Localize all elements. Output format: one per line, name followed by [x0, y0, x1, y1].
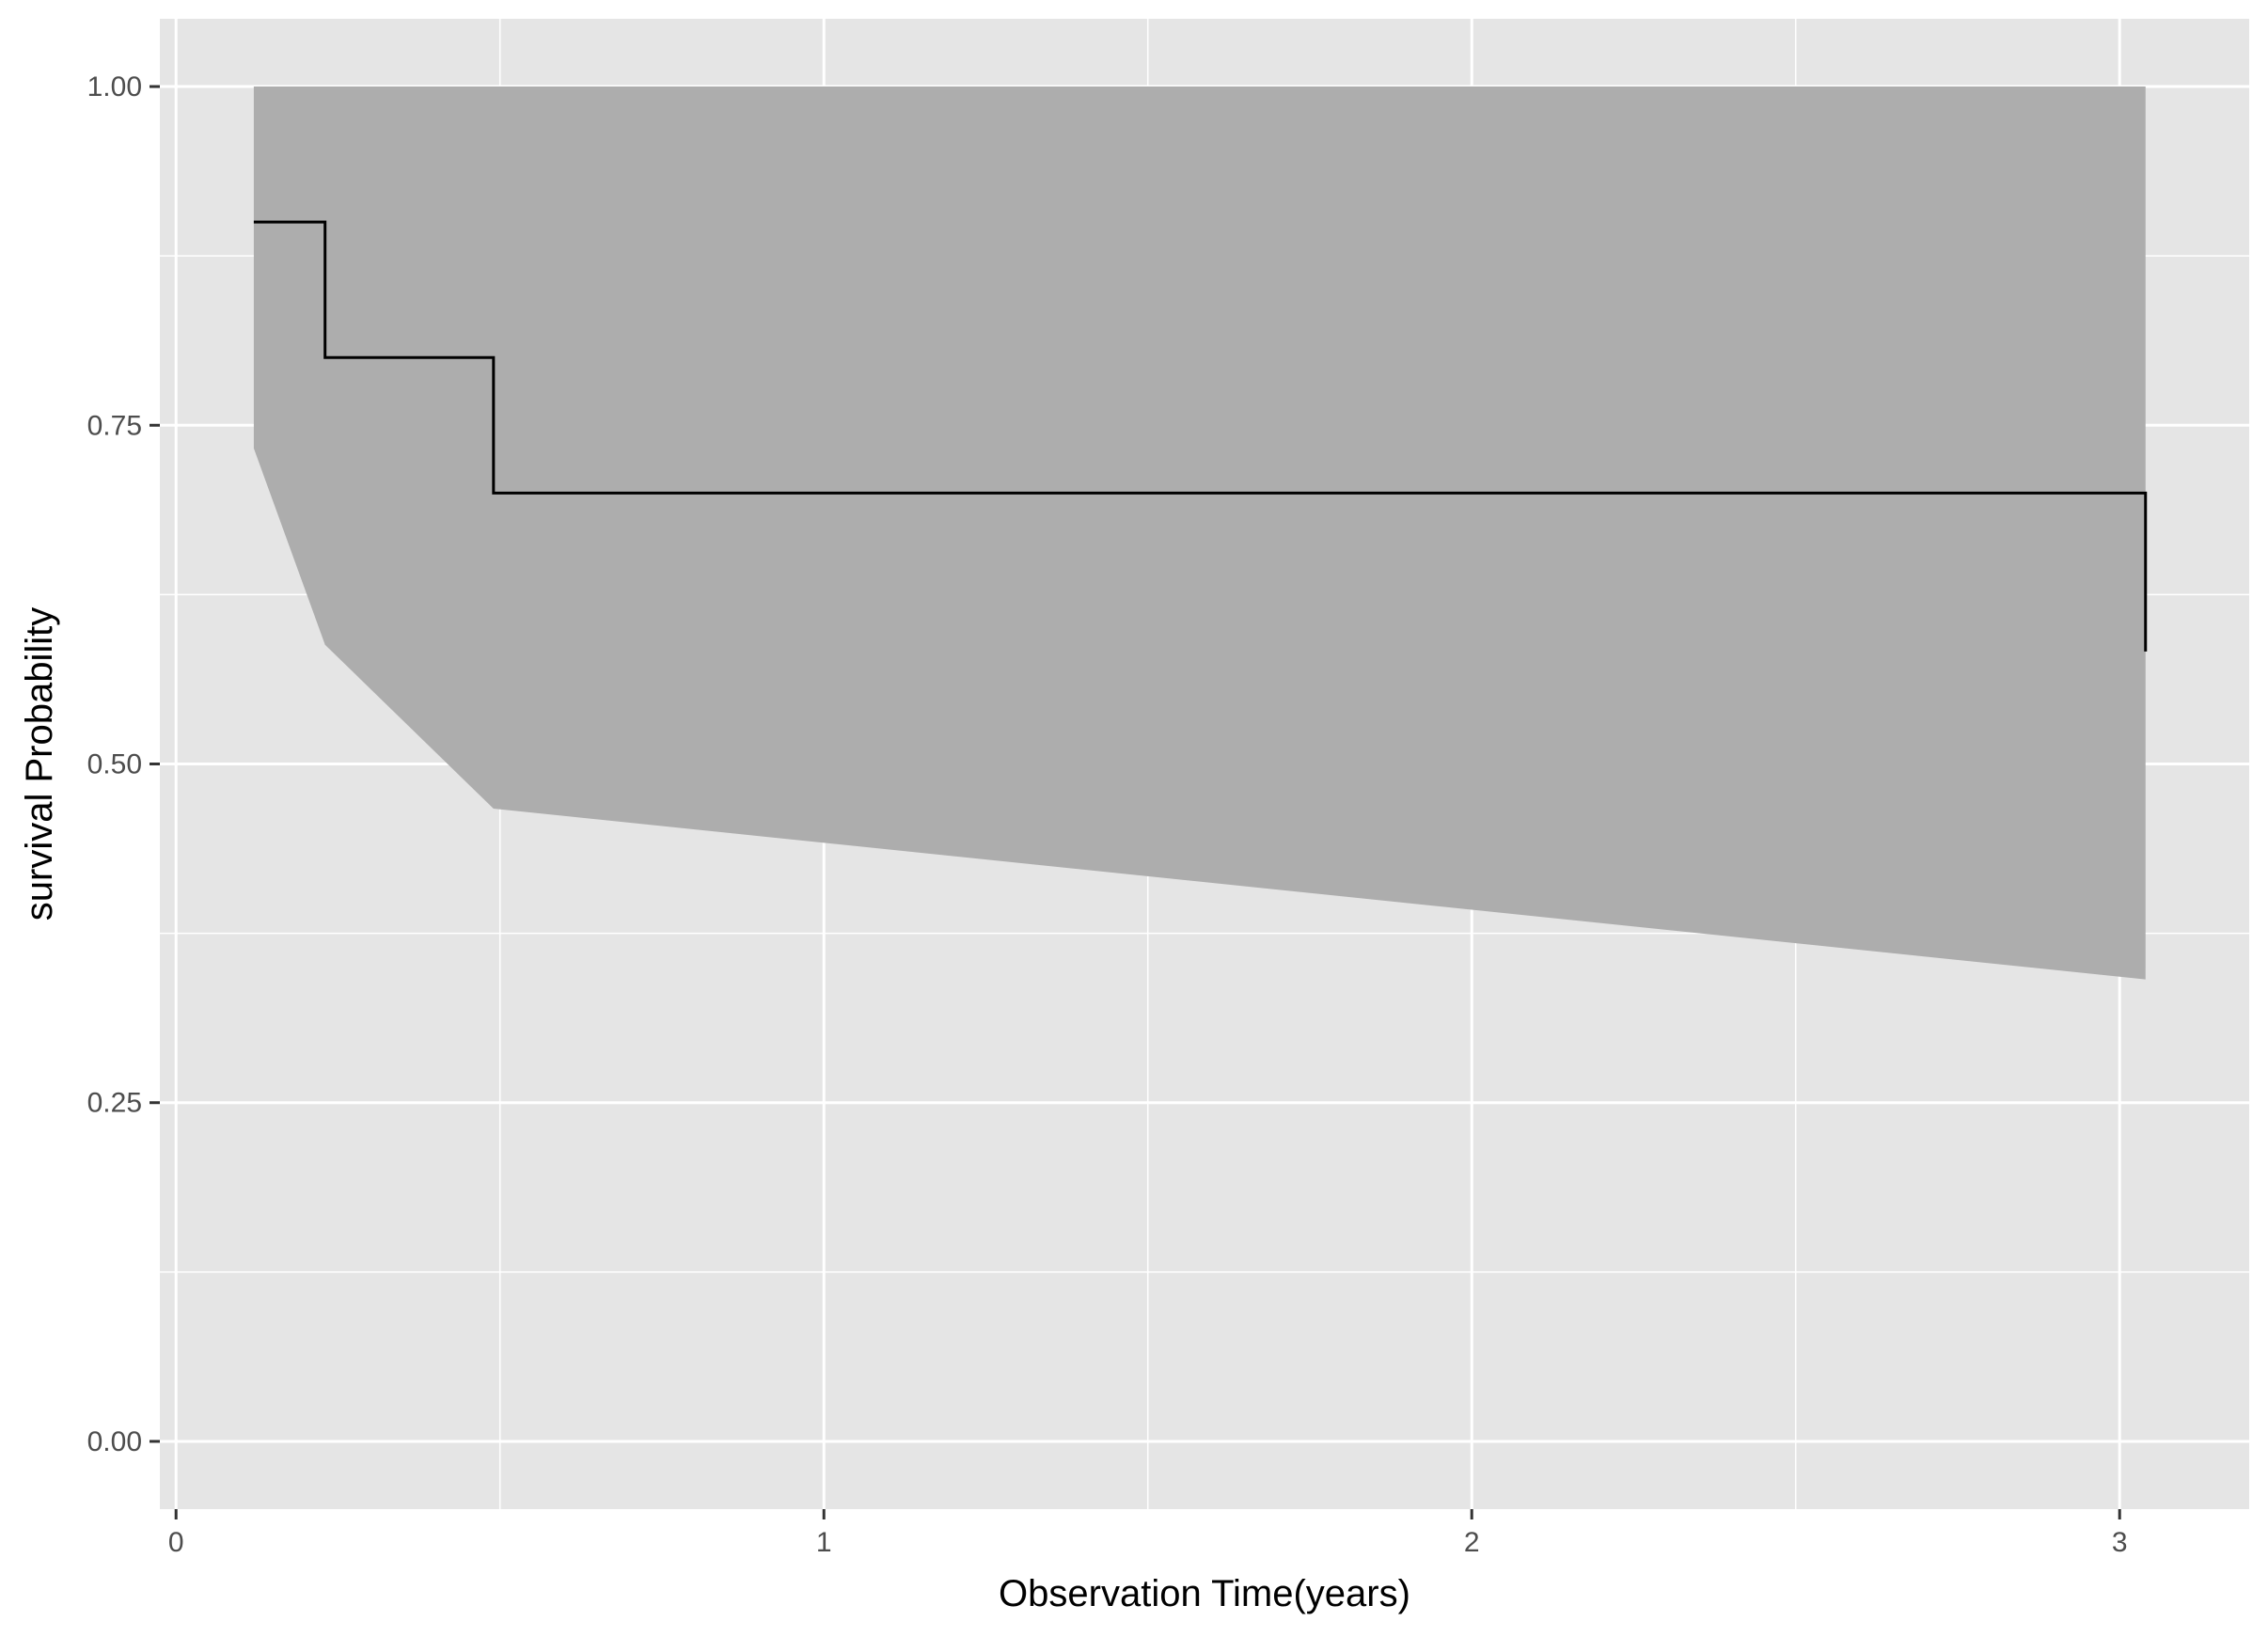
y-tick-label: 1.00 — [87, 71, 142, 102]
x-tick-label: 2 — [1464, 1527, 1480, 1558]
y-tick-label: 0.50 — [87, 749, 142, 780]
survival-step-line — [253, 220, 2148, 652]
y-tick-label: 0.75 — [87, 410, 142, 441]
y-tick-label: 0.25 — [87, 1088, 142, 1119]
confidence-band — [253, 87, 2146, 980]
y-axis-title: survival Probability — [19, 607, 60, 921]
x-tick-label: 3 — [2112, 1527, 2128, 1558]
x-axis-title: Observation Time(years) — [999, 1573, 1410, 1614]
y-tick-label: 0.00 — [87, 1426, 142, 1457]
x-tick-label: 0 — [168, 1527, 184, 1558]
x-axis: 0 1 2 3 — [168, 1509, 2128, 1558]
y-axis: 0.00 0.25 0.50 0.75 1.00 — [87, 71, 160, 1457]
x-tick-label: 1 — [816, 1527, 832, 1558]
